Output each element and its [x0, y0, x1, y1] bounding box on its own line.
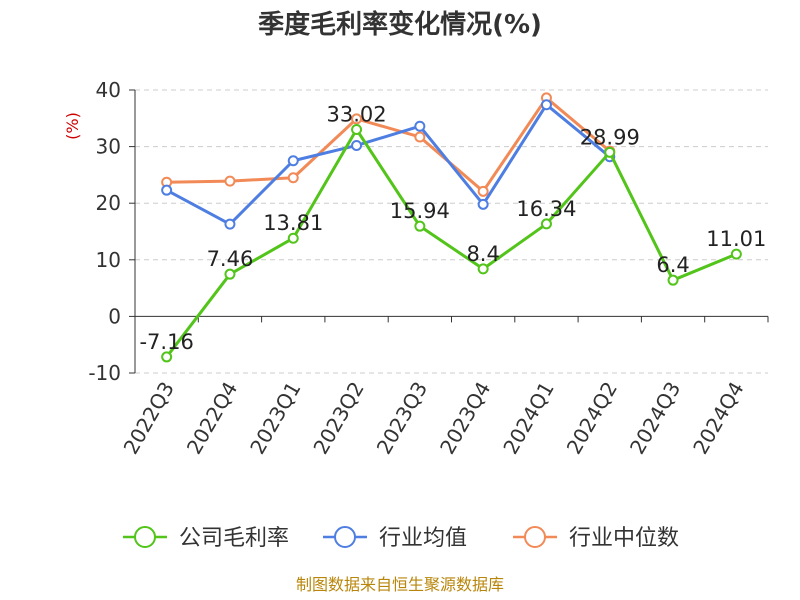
data-point	[477, 263, 489, 275]
legend-label: 公司毛利率	[179, 526, 289, 551]
data-label: 6.4	[656, 253, 689, 277]
data-label: 28.99	[580, 125, 640, 149]
y-tick-label: 20	[96, 191, 121, 215]
data-label: 33.02	[326, 103, 386, 127]
data-point	[351, 139, 363, 151]
x-tick-label: 2022Q3	[119, 378, 179, 459]
series-lines	[161, 92, 742, 363]
legend-label: 行业均值	[379, 526, 467, 551]
data-point	[414, 220, 426, 232]
y-tick-label: 40	[96, 78, 121, 102]
data-label: 13.81	[263, 211, 323, 235]
data-point	[414, 120, 426, 132]
x-tick-label: 2024Q3	[625, 378, 685, 459]
data-point	[604, 146, 616, 158]
data-point	[477, 185, 489, 197]
series-line	[165, 103, 611, 226]
data-point	[161, 351, 173, 363]
legend-label: 行业中位数	[569, 526, 679, 551]
x-tick-label: 2023Q1	[245, 378, 305, 459]
x-tick-label: 2023Q3	[372, 378, 432, 459]
x-tick-label: 2023Q2	[308, 378, 368, 459]
legend-marker	[334, 526, 356, 548]
y-axis-unit: (%)	[63, 112, 82, 140]
series-line	[166, 96, 611, 193]
data-point	[224, 175, 236, 187]
y-tick-label: 30	[96, 135, 121, 159]
data-point	[667, 274, 679, 286]
x-tick-label: 2024Q1	[498, 378, 558, 459]
data-label: 11.01	[706, 227, 766, 251]
data-point	[414, 131, 426, 143]
legend-marker	[134, 526, 156, 548]
data-point	[351, 124, 363, 136]
y-tick-label: -10	[88, 361, 121, 385]
data-label: 15.94	[390, 199, 450, 223]
x-tick-label: 2024Q2	[562, 378, 622, 459]
data-point	[477, 198, 489, 210]
gridlines	[129, 89, 768, 374]
data-label: 8.4	[466, 242, 499, 266]
data-point	[287, 155, 299, 167]
y-tick-label: 10	[96, 248, 121, 272]
data-point	[287, 232, 299, 244]
data-point	[224, 268, 236, 280]
legend: 公司毛利率 行业均值 行业中位数	[123, 526, 679, 551]
chart-title: 季度毛利率变化情况(%)	[258, 9, 542, 40]
data-point	[730, 248, 742, 260]
data-labels: -7.16 7.46 13.81 33.02 15.94 8.4 16.34 28.99 6.4…	[139, 103, 766, 354]
x-tick-label: 2022Q4	[182, 378, 242, 459]
data-label: 7.46	[207, 247, 254, 271]
y-tick-label: 0	[108, 304, 121, 328]
data-point	[540, 218, 552, 230]
data-label: -7.16	[139, 330, 193, 354]
data-point	[224, 218, 236, 230]
x-tick-label: 2024Q4	[688, 378, 748, 459]
source-note: 制图数据来自恒生聚源数据库	[296, 575, 504, 594]
legend-marker	[524, 526, 546, 548]
axes	[134, 90, 769, 373]
data-label: 16.34	[516, 197, 576, 221]
data-point	[540, 99, 552, 111]
data-point	[161, 184, 173, 196]
y-tick-labels: -10 0 10 20 30 40	[88, 78, 121, 385]
data-point	[351, 113, 363, 125]
x-tick-label: 2023Q4	[435, 378, 495, 459]
data-point	[287, 172, 299, 184]
x-tick-labels: 2022Q3 2022Q4 2023Q1 2023Q2 2023Q3 2023Q4 2024…	[119, 378, 749, 459]
series-line	[165, 128, 737, 358]
